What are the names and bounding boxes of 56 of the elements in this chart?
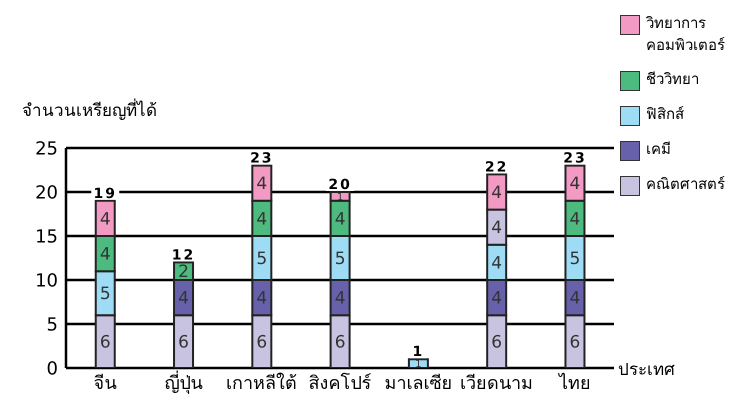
data-label: 4	[256, 288, 268, 309]
x-tick-label: เกาหลีใต้	[226, 372, 298, 394]
data-label: 4	[256, 209, 268, 230]
data-label: 4	[570, 288, 580, 309]
data-label: 4	[178, 288, 189, 309]
x-tick-label: จีน	[94, 372, 117, 394]
data-label: 6	[570, 332, 580, 353]
data-label: 6	[178, 332, 189, 353]
total-label: 23	[563, 150, 587, 167]
total-label: 12	[172, 247, 196, 264]
data-label: 6	[100, 332, 111, 353]
x-tick-label: มาเลเซีย	[384, 372, 452, 394]
data-label: 4	[256, 174, 268, 194]
total-label: 19	[94, 186, 117, 202]
x-tick-label: สิงคโปร์	[308, 372, 372, 394]
legend-label: วิทยาการคอมพิวเตอร์	[646, 13, 726, 56]
x-axis-title: ประเทศ	[618, 359, 675, 382]
data-label: 4	[334, 288, 346, 309]
y-tick-label: 25	[35, 138, 58, 160]
x-tick-label: ญี่ปุ่น	[164, 370, 202, 394]
data-label: 2	[178, 262, 189, 282]
legend-label: คณิตศาสตร์	[646, 174, 726, 195]
total-label: 23	[250, 150, 274, 167]
x-tick-label: เวียดนาม	[460, 372, 534, 394]
data-label: 6	[491, 332, 502, 353]
data-label: 4	[100, 244, 111, 265]
y-tick-label: 10	[35, 270, 58, 292]
bar	[408, 358, 429, 368]
data-label: 4	[570, 174, 580, 194]
data-label: 1	[336, 192, 344, 203]
data-label: 5	[334, 248, 346, 269]
legend-label: ฟิสิกส์	[646, 104, 685, 125]
legend-label: ชีววิทยา	[646, 69, 700, 90]
x-tick-label: ไทย	[556, 372, 591, 394]
y-tick-label: 5	[46, 314, 58, 336]
data-label: 4	[491, 253, 502, 274]
total-label: 20	[328, 177, 352, 193]
data-label: 4	[334, 209, 346, 230]
data-label: 4	[570, 209, 580, 230]
data-label: 6	[334, 332, 346, 353]
data-label: 5	[100, 284, 111, 304]
data-label: 1	[415, 359, 422, 370]
y-axis-title: จำนวนเหรียญที่ได้	[22, 98, 157, 123]
data-label: 5	[256, 248, 268, 269]
data-label: 4	[100, 209, 111, 230]
y-tick-label: 15	[35, 226, 58, 248]
data-label: 4	[491, 218, 502, 238]
data-label: 4	[491, 182, 502, 203]
y-tick-label: 0	[46, 358, 58, 380]
total-label: 1	[412, 344, 424, 360]
data-label: 5	[570, 248, 580, 269]
y-tick-label: 20	[35, 182, 58, 204]
data-label: 4	[491, 288, 502, 309]
total-label: 22	[484, 159, 508, 176]
data-label: 6	[256, 332, 268, 353]
legend-label: เคมี	[646, 139, 672, 160]
